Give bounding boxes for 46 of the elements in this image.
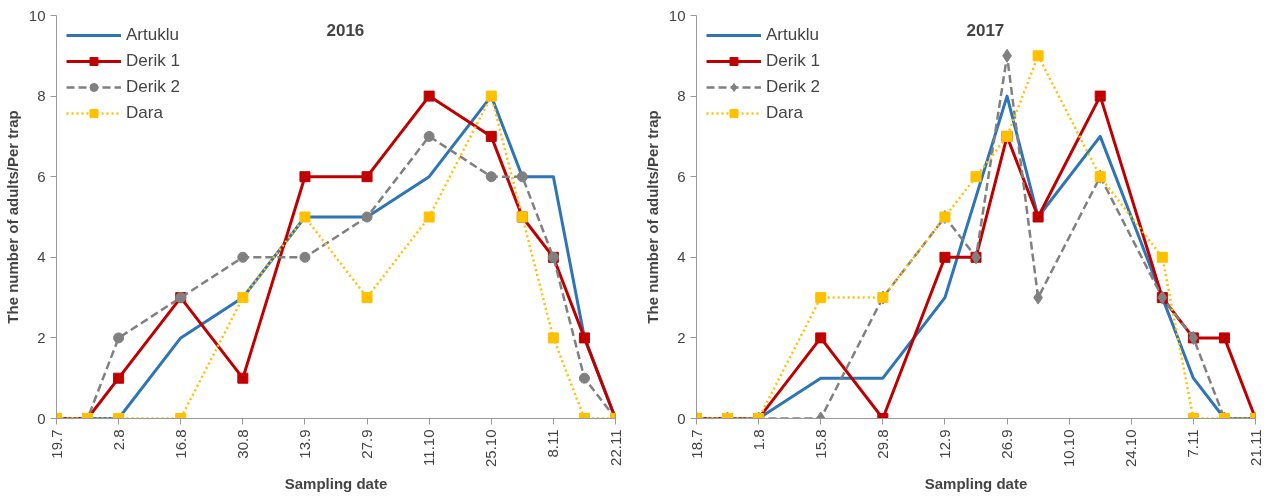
- x-axis-title: Sampling date: [284, 475, 388, 493]
- x-tick-label: 12.9: [935, 429, 953, 459]
- legend-label: Artuklu: [126, 25, 179, 45]
- x-tick-label: 27.9: [358, 429, 376, 459]
- legend-label: Artuklu: [766, 25, 819, 45]
- x-axis-title: Sampling date: [924, 475, 1028, 493]
- legend-label: Derik 2: [766, 77, 820, 97]
- x-tick-label: 30.8: [233, 429, 251, 459]
- y-tick-label: 4: [37, 248, 46, 266]
- x-tick-label: 18.7: [687, 429, 705, 459]
- x-tick-label: 15.8: [811, 429, 829, 459]
- y-tick-label: 10: [668, 6, 686, 24]
- chart-title: 2016: [326, 20, 365, 40]
- x-tick-label: 22.11: [606, 429, 624, 466]
- legend-label: Derik 1: [126, 51, 180, 71]
- x-tick-label: 1.8: [749, 429, 767, 451]
- y-tick-label: 2: [37, 328, 46, 346]
- x-tick-label: 10.10: [1060, 429, 1078, 468]
- x-tick-label: 2.8: [109, 429, 127, 451]
- y-tick-label: 6: [677, 167, 686, 185]
- x-tick-label: 16.8: [171, 429, 189, 459]
- chart-title: 2017: [966, 20, 1005, 40]
- x-tick-label: 26.9: [998, 429, 1016, 459]
- y-axis-title: The number of adults/Per trap: [643, 110, 661, 324]
- x-tick-label: 7.11: [1184, 429, 1202, 458]
- x-tick-label: 29.8: [873, 429, 891, 459]
- y-tick-label: 2: [677, 328, 686, 346]
- x-tick-label: 19.7: [47, 429, 65, 459]
- x-tick-label: 21.11: [1246, 429, 1264, 466]
- x-tick-label: 24.10: [1122, 429, 1140, 468]
- legend-label: Dara: [126, 103, 163, 123]
- y-tick-label: 0: [677, 409, 686, 427]
- y-tick-label: 4: [677, 248, 686, 266]
- y-tick-label: 6: [37, 167, 46, 185]
- y-tick-label: 8: [37, 87, 46, 105]
- y-tick-label: 10: [28, 6, 46, 24]
- legend-label: Derik 1: [766, 51, 820, 71]
- x-tick-label: 8.11: [544, 429, 562, 458]
- y-axis-title: The number of adults/Per trap: [3, 110, 21, 324]
- y-tick-label: 0: [37, 409, 46, 427]
- x-tick-label: 11.10: [420, 429, 438, 466]
- x-tick-label: 13.9: [295, 429, 313, 459]
- y-tick-label: 8: [677, 87, 686, 105]
- x-tick-label: 25.10: [482, 429, 500, 468]
- legend-label: Derik 2: [126, 77, 180, 97]
- legend-label: Dara: [766, 103, 803, 123]
